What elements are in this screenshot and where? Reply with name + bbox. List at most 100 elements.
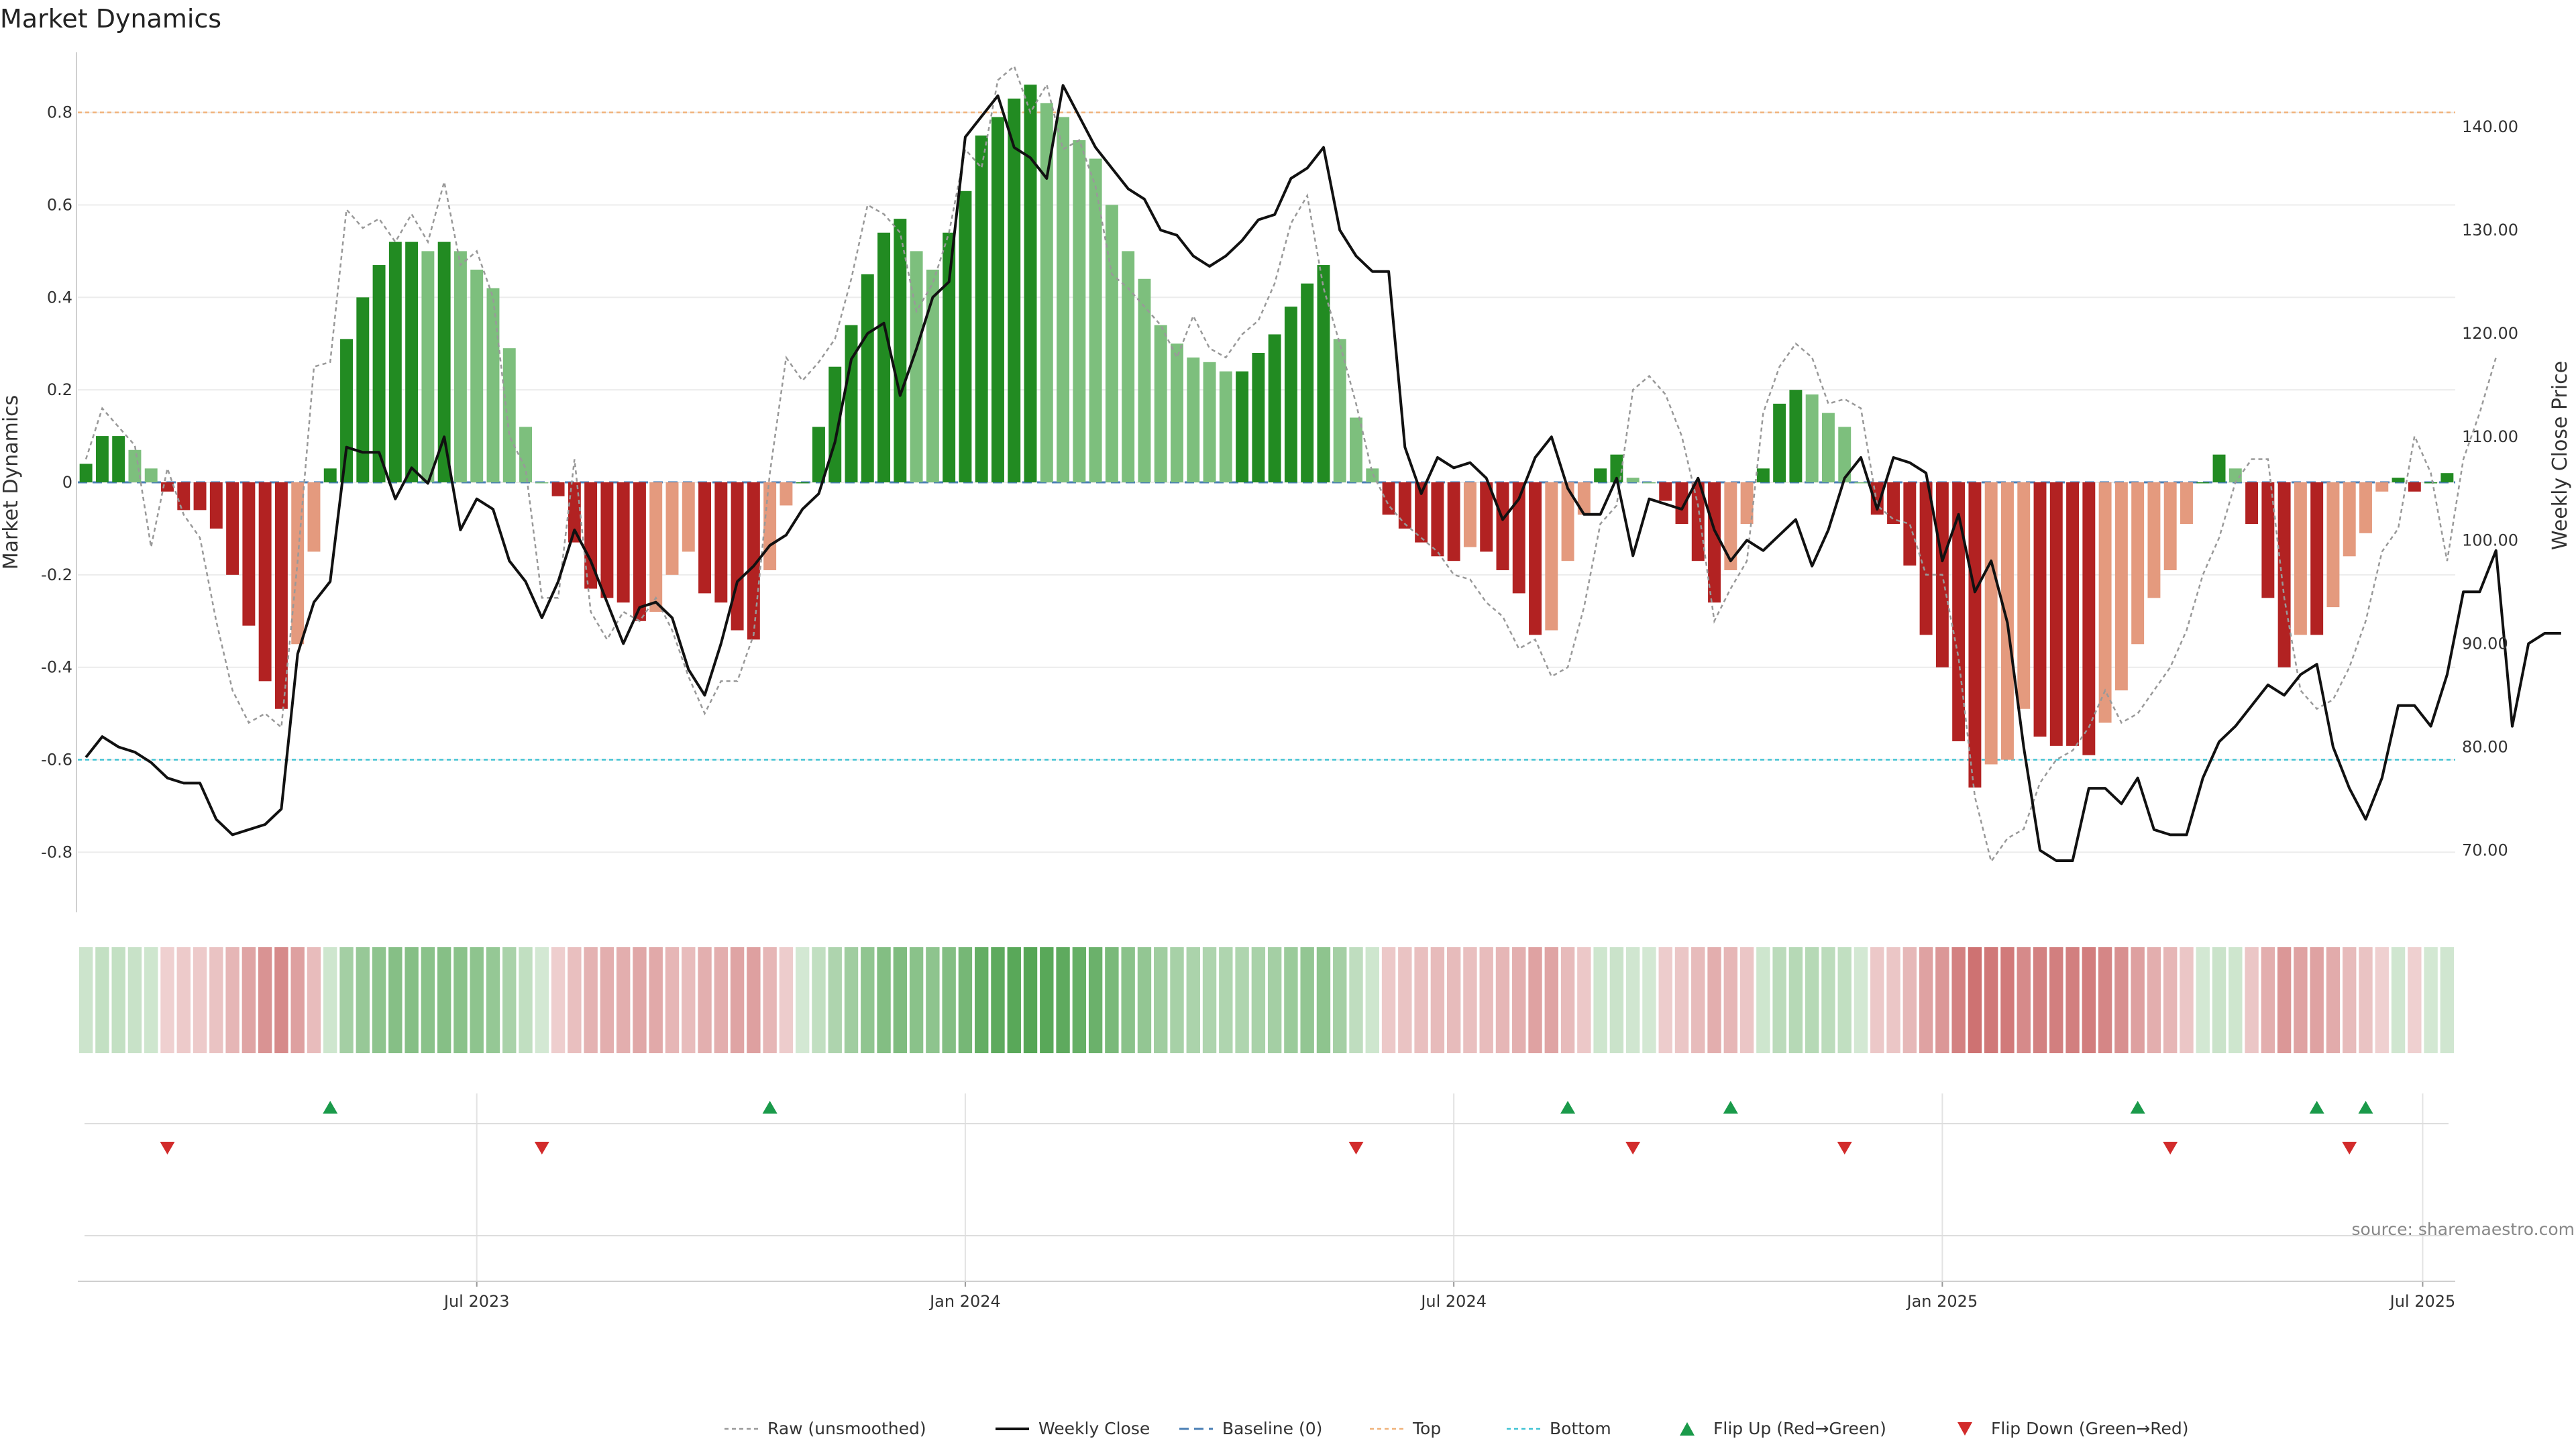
dynamics-bar [1642, 482, 1656, 484]
heat-cell [1593, 947, 1607, 1053]
dynamics-bar [1756, 468, 1770, 482]
dynamics-bars [79, 85, 2454, 788]
dynamics-bar [747, 482, 760, 640]
legend-item: Bottom [1507, 1419, 1611, 1438]
dynamics-bar [1740, 482, 1754, 525]
heat-cell [2310, 947, 2324, 1053]
heat-cell [1235, 947, 1249, 1053]
heat-cell [1365, 947, 1379, 1053]
heat-cell [2033, 947, 2047, 1053]
legend-swatch [1680, 1422, 1695, 1436]
flip-up-marker [2309, 1101, 2324, 1114]
heat-cell [176, 947, 191, 1053]
heat-cell [942, 947, 956, 1053]
x-tick-label: Jul 2023 [443, 1292, 510, 1311]
dynamics-bar [682, 482, 695, 552]
heat-cell [339, 947, 354, 1053]
legend-swatch [1957, 1422, 1972, 1436]
y-tick-label-left: 0.4 [47, 288, 72, 307]
heat-cell [1788, 947, 1803, 1053]
dynamics-bar [910, 251, 923, 482]
heat-cell [1284, 947, 1298, 1053]
dynamics-bar [2375, 482, 2389, 492]
dynamics-bar [714, 482, 728, 603]
heat-cell [2343, 947, 2357, 1053]
dynamics-bar [2440, 473, 2454, 482]
heat-cell [372, 947, 386, 1053]
heat-cell [2261, 947, 2275, 1053]
flip-up-marker [2130, 1101, 2145, 1114]
dynamics-bar [2261, 482, 2275, 598]
heat-cell [1707, 947, 1721, 1053]
dynamics-bar [1333, 339, 1346, 482]
dynamics-bar [1350, 417, 1362, 482]
heat-cell [844, 947, 859, 1053]
dynamics-bar [600, 482, 614, 598]
heat-cell [861, 947, 875, 1053]
heat-cell [1837, 947, 1851, 1053]
heat-cell [405, 947, 419, 1053]
dynamics-bar [323, 468, 337, 482]
dynamics-bar [1805, 394, 1819, 482]
heat-cell [1430, 947, 1445, 1053]
heat-cell [1105, 947, 1119, 1053]
dynamics-bar [2343, 482, 2356, 557]
dynamics-bar [421, 251, 435, 482]
dynamics-bar [2424, 482, 2438, 484]
dynamics-bar [177, 482, 191, 511]
y-axis-title-right: Weekly Close Price [2548, 361, 2572, 550]
dynamics-bar [193, 482, 207, 511]
dynamics-bar [1659, 482, 1672, 501]
dynamics-bar [649, 482, 663, 612]
y-tick-label-left: -0.4 [41, 658, 72, 677]
dynamics-bar [112, 436, 125, 482]
dynamics-bar [551, 482, 565, 496]
heat-cell [2245, 947, 2259, 1053]
dynamics-bar [519, 427, 533, 482]
dynamics-bar [2310, 482, 2324, 635]
heat-cell [1072, 947, 1087, 1053]
heat-cell [1479, 947, 1493, 1053]
heat-cell [2326, 947, 2341, 1053]
dynamics-bar [1040, 103, 1053, 482]
heat-cell [584, 947, 598, 1053]
heat-cell [225, 947, 239, 1053]
dynamics-bar [975, 136, 988, 482]
heat-cell [1007, 947, 1021, 1053]
dynamics-bar [1301, 283, 1314, 482]
dynamics-bar [79, 464, 93, 482]
heat-cell [274, 947, 288, 1053]
legend-label: Bottom [1550, 1419, 1611, 1438]
heat-cell [958, 947, 973, 1053]
dynamics-bar [2294, 482, 2307, 635]
dynamics-bar [1529, 482, 1542, 635]
heat-cell [1528, 947, 1542, 1053]
flip-down-marker [534, 1142, 549, 1155]
heat-cell [470, 947, 484, 1053]
heat-cell [665, 947, 680, 1053]
dynamics-bar [2066, 482, 2080, 746]
dynamics-bar [307, 482, 321, 552]
flip-down-marker [1348, 1142, 1364, 1155]
legend: Raw (unsmoothed) Weekly Close Baseline (0)… [724, 1419, 2189, 1438]
x-tick-label: Jul 2024 [1419, 1292, 1487, 1311]
heat-cell [893, 947, 908, 1053]
y-tick-label-right: 120.00 [2462, 324, 2518, 343]
reference-lines [78, 111, 2455, 761]
y-tick-label-left: 0.2 [47, 380, 72, 399]
heat-cell [1756, 947, 1770, 1053]
dynamics-bar [894, 219, 907, 482]
dynamics-bar [2098, 482, 2112, 723]
dynamics-bar [2082, 482, 2096, 755]
weekly-close-series [85, 84, 2561, 862]
y-tick-label-right: 90.00 [2462, 634, 2508, 653]
dynamics-bar [1203, 362, 1216, 482]
dynamics-bar [2196, 482, 2210, 484]
dynamics-bar [1691, 482, 1705, 561]
y-tick-label-right: 140.00 [2462, 117, 2518, 136]
heat-cell [600, 947, 614, 1053]
dynamics-bar [453, 251, 467, 482]
y-tick-label-right: 110.00 [2462, 427, 2518, 446]
heat-cell [1137, 947, 1152, 1053]
dynamics-bar [2147, 482, 2161, 598]
